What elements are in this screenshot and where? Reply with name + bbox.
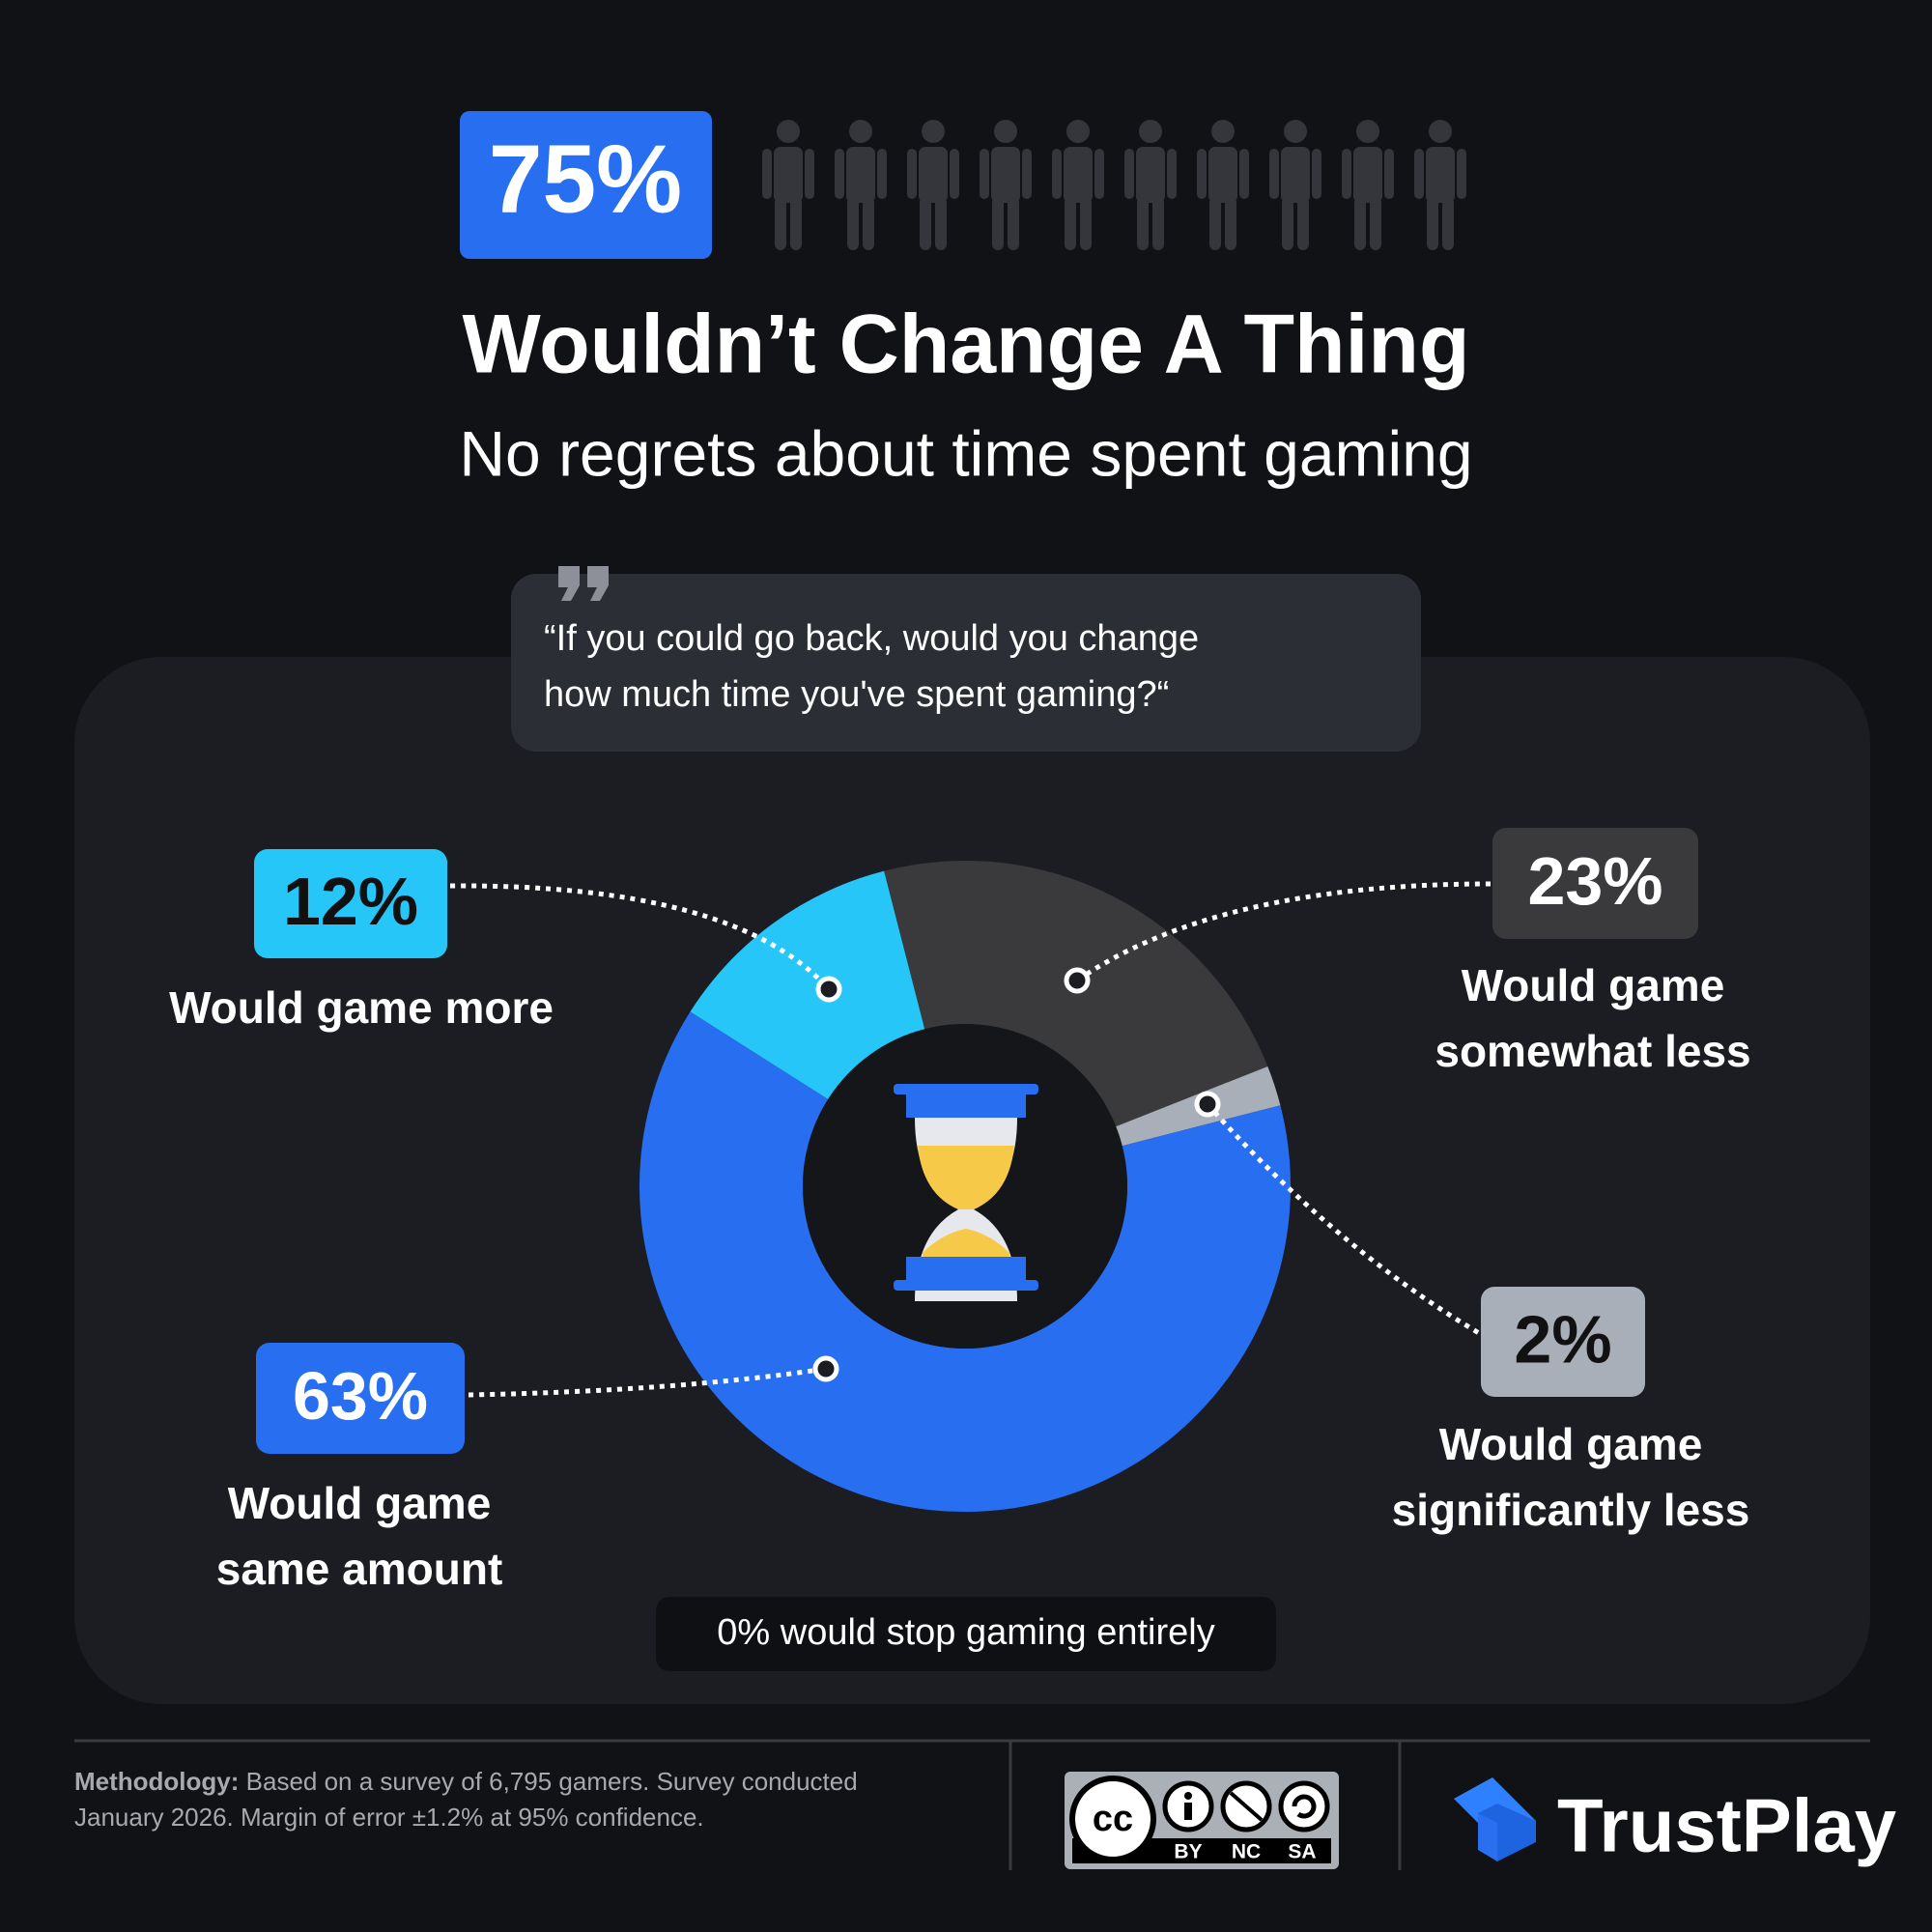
value-badge (1492, 828, 1698, 939)
person-icon-empty (1414, 120, 1466, 250)
leader-dot (1194, 1091, 1221, 1118)
license-term: SA (1288, 1841, 1316, 1863)
leaders: 12% 23% 2% 63% (254, 828, 1698, 1454)
category-label: Would game more (169, 982, 554, 1033)
value-badge (1481, 1287, 1645, 1397)
person-icon-empty (762, 120, 814, 250)
person-icon-empty (1124, 120, 1177, 250)
methodology-label: Methodology: (74, 1767, 240, 1796)
value-badge (256, 1343, 465, 1454)
value-label: 12% (283, 864, 418, 939)
annotation: 0% would stop gaming entirely (717, 1612, 1214, 1653)
value-badge (254, 849, 447, 958)
hourglass-icon (894, 1084, 1038, 1301)
annotation-box (656, 1597, 1276, 1671)
leader-dot (812, 1355, 839, 1382)
leader-line (449, 883, 831, 991)
person-icon-empty (1269, 120, 1321, 250)
leader-line (1075, 881, 1492, 983)
brand-logo (1454, 1777, 1536, 1861)
value-label: 23% (1527, 843, 1662, 919)
person-icon-empty (835, 120, 887, 250)
stat-value: 75% (489, 125, 682, 233)
donut-segment (639, 1011, 1291, 1513)
quote-line: “If you could go back, would you change (544, 618, 1199, 659)
person-icon-empty (1197, 120, 1249, 250)
value-label: 2% (1514, 1301, 1611, 1377)
license-badge: cc BY NC SA (1065, 1772, 1339, 1869)
stat-badge (460, 111, 712, 259)
value-label: 63% (293, 1358, 428, 1434)
subtitle: No regrets about time spent gaming (459, 417, 1472, 489)
license-term: BY (1174, 1841, 1202, 1863)
leader-dot (815, 976, 842, 1003)
quote-mark (558, 566, 609, 601)
license-cc: cc (1093, 1799, 1133, 1839)
methodology-text: Based on a survey of 6,795 gamers. Surve… (74, 1767, 858, 1832)
leader-dot (1064, 967, 1091, 994)
donut (639, 860, 1291, 1513)
people-icons (762, 120, 1466, 250)
person-icon-empty (907, 120, 959, 250)
methodology: Methodology: Based on a survey of 6,795 … (74, 1764, 944, 1835)
category-label: Would game same amount (215, 1478, 503, 1594)
category-label: Would game significantly less (1391, 1419, 1750, 1535)
person-icon-empty (980, 120, 1032, 250)
quote-line: how much time you've spent gaming?“ (544, 674, 1169, 715)
person-icon-empty (1052, 120, 1104, 250)
donut-segment (690, 870, 925, 1099)
quote-box (511, 574, 1421, 752)
brand: TrustPlay (1557, 1783, 1896, 1868)
person-icon-empty (1342, 120, 1394, 250)
donut-segment (884, 860, 1268, 1127)
category-label: Would game somewhat less (1435, 960, 1751, 1076)
license-term: NC (1232, 1841, 1261, 1863)
leader-line (1206, 1102, 1481, 1336)
title: Wouldn’t Change A Thing (463, 298, 1470, 391)
leader-line (468, 1366, 827, 1398)
